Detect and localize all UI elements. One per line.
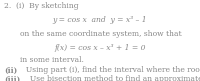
Text: (ii): (ii) <box>4 66 17 74</box>
Text: f(x) = cos x – x³ + 1 = 0: f(x) = cos x – x³ + 1 = 0 <box>54 44 146 52</box>
Text: on the same coordinate system, show that: on the same coordinate system, show that <box>20 30 182 38</box>
Text: Using part (i), find the interval where the root lies.: Using part (i), find the interval where … <box>21 66 200 74</box>
Text: y = cos x  and  y = x³ – 1: y = cos x and y = x³ – 1 <box>53 16 147 24</box>
Text: in some interval.: in some interval. <box>20 56 84 64</box>
Text: 2.  (i)  By sketching: 2. (i) By sketching <box>4 2 79 10</box>
Text: Use bisection method to find an approximate value of the solution to: Use bisection method to find an approxim… <box>25 75 200 81</box>
Text: (iii): (iii) <box>4 75 20 81</box>
